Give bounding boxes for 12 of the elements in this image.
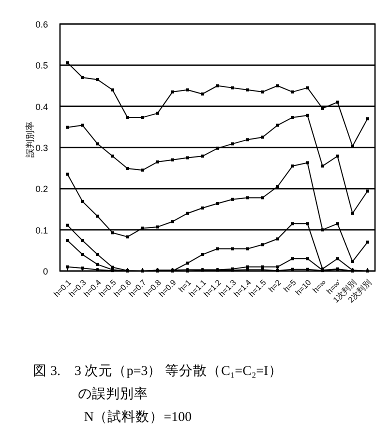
text: N（試料数）=100 bbox=[84, 409, 192, 424]
caption: 図 3. 3 次元（p=3） 等分散（C₁=C₂=I） bbox=[33, 363, 282, 378]
y-tick-label: 0.6 bbox=[35, 20, 48, 30]
x-tick-label: h=2 bbox=[266, 278, 284, 294]
y-tick-label: 0.4 bbox=[35, 102, 48, 112]
y-axis-title: 誤判別率 bbox=[25, 121, 35, 158]
y-tick-label: 0.2 bbox=[35, 184, 48, 194]
y-tick-label: 0.5 bbox=[35, 60, 48, 71]
y-tick-label: 0 bbox=[42, 266, 48, 276]
y-tick-label: 0.1 bbox=[35, 225, 48, 236]
text: の誤判別率 bbox=[78, 386, 148, 401]
y-tick-label: 0.3 bbox=[35, 143, 48, 153]
